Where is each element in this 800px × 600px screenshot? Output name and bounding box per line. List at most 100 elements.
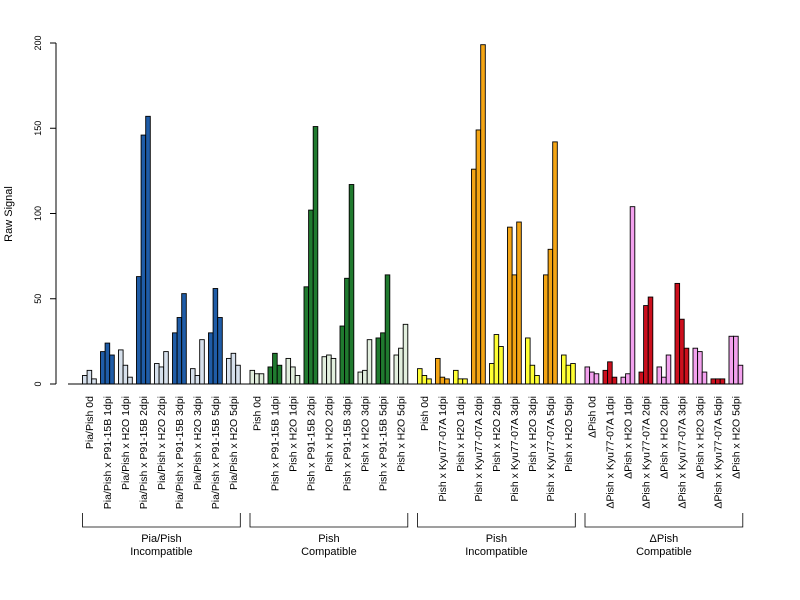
bar [339,325,346,385]
category-label: Pia/Pish x P91-15B 2dpi [138,396,150,509]
group-label: ΔPish [650,533,679,545]
bar [272,352,278,385]
bar [692,347,699,385]
bar [267,366,274,385]
bar [489,363,495,385]
bar [516,221,522,385]
group-sublabel: Incompatible [130,546,192,558]
bar [728,335,735,385]
bar [584,366,591,385]
category-labels: Pia/Pish 0d Pia/Pish x P91-15B 1dpi Pia/Pi… [84,396,743,509]
category-label: Pish x P91-15B 2dpi [305,396,317,491]
category-label: Pia/Pish x H2O 1dpi [120,396,132,490]
bar [674,282,681,385]
category-label: Pish x H2O 1dpi [287,396,299,472]
bar [86,369,93,385]
group-bracket [82,513,241,528]
bar [158,366,165,385]
bar [525,337,531,385]
bar [163,351,169,385]
bar [733,335,739,385]
bar [719,378,726,385]
bar [529,364,536,385]
group-label: Pish [486,533,507,545]
category-label: ΔPish 0d [586,396,598,438]
bar [208,332,214,385]
bar [176,317,183,385]
category-label: Pish x Kyu77-07A 5dpi [545,396,557,502]
bar [643,305,649,385]
bar [683,347,690,385]
bar [737,364,744,385]
category-label: Pish x P91-15B 5dpi [377,396,389,491]
category-label: Pia/Pish x P91-15B 1dpi [102,396,114,509]
group-label: Pish [318,533,339,545]
bar [344,277,350,385]
bar [593,373,600,385]
bar [366,339,373,385]
bar [457,378,464,385]
category-label: Pia/Pish 0d [84,396,96,449]
bar [629,206,636,385]
group-bracket [584,513,744,528]
bar [638,371,645,385]
category-label: Pia/Pish x H2O 3dpi [192,396,204,490]
bar [607,361,613,385]
bar [697,351,703,385]
bar [679,318,685,385]
bar [127,376,133,385]
category-label: Pish x H2O 5dpi [563,396,575,472]
category-label: ΔPish x Kyu77-07A 1dpi [604,396,616,509]
bar [565,364,572,385]
group-bracket [417,513,576,528]
bar [199,339,205,385]
bar [444,378,450,385]
bar [471,168,477,385]
bar [534,375,540,385]
bar [357,371,364,385]
category-label: Pish 0d [419,396,431,431]
category-label: Pish 0d [251,396,263,431]
bar [715,378,721,385]
bar [561,354,567,385]
category-label: Pish x Kyu77-07A 2dpi [473,396,485,502]
bar [543,274,549,385]
category-label: Pia/Pish x P91-15B 3dpi [174,396,186,509]
category-label: Pish x H2O 5dpi [395,396,407,472]
bar [665,354,672,385]
bar [402,323,409,385]
category-label: Pish x Kyu77-07A 3dpi [509,396,521,502]
category-label: Pish x H2O 3dpi [359,396,371,472]
bar [417,368,423,385]
bar [453,369,459,385]
bar [212,288,219,385]
bar [498,346,504,385]
bar [100,351,106,385]
bar [421,375,428,385]
y-tick-label: 100 [33,206,43,221]
bar [570,363,576,385]
bar [507,226,513,385]
bar [475,129,482,385]
bar [258,373,265,385]
y-tick-label: 150 [33,121,43,136]
bar [109,354,115,385]
bar [181,293,187,385]
bar [330,357,337,385]
bar [194,375,201,385]
bar [647,296,654,385]
bar [326,354,332,385]
bar [661,376,667,385]
bar [285,357,292,385]
bar [701,371,708,385]
bar [384,274,391,385]
bar [249,369,256,385]
category-label: ΔPish x H2O 1dpi [622,396,634,479]
category-label: ΔPish x Kyu77-07A 2dpi [640,396,652,509]
bar [656,366,663,385]
bar [226,357,232,385]
bars [82,44,744,385]
bar [190,368,196,385]
group-sublabel: Compatible [301,546,357,558]
category-label: ΔPish x H2O 5dpi [730,396,742,479]
